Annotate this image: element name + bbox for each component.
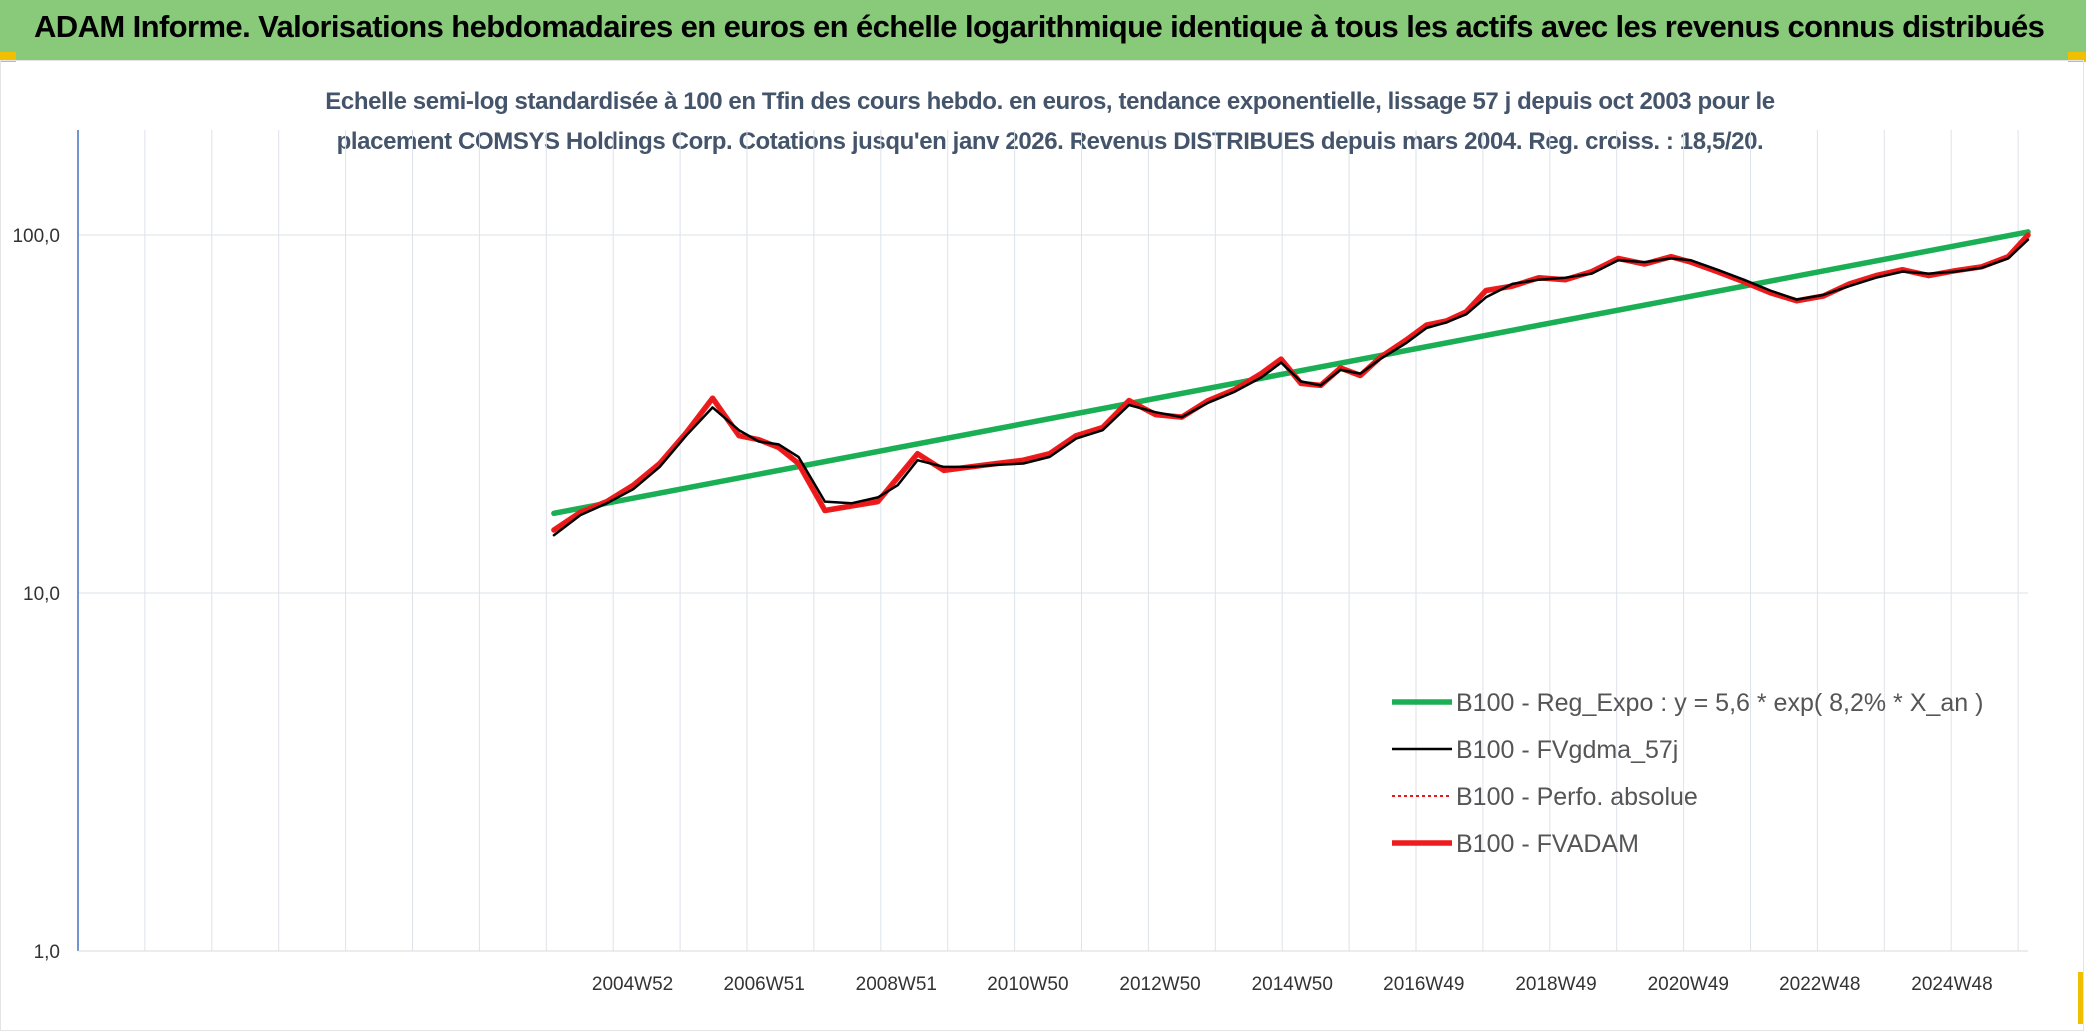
chart-title-line2: placement COMSYS Holdings Corp. Cotation… xyxy=(336,128,1764,155)
x-tick-label: 2008W51 xyxy=(856,974,937,995)
chart-title-line1: Echelle semi-log standardisée à 100 en T… xyxy=(325,88,1775,115)
axes-layer: 100,0 10,0 1,0 2004W52 2006W51 2008W51 2010W50… xyxy=(12,130,2028,995)
x-tick-label: 2024W48 xyxy=(1911,974,1992,995)
banner-title: ADAM Informe. Valorisations hebdomadaire… xyxy=(34,9,2045,44)
legend: B100 - Reg_Expo : y = 5,6 * exp( 8,2% * … xyxy=(1392,689,1983,858)
series-line-3 xyxy=(551,232,2031,533)
legend-label: B100 - FVADAM xyxy=(1456,830,1639,858)
y-tick-label: 10,0 xyxy=(23,584,60,605)
grid-layer xyxy=(78,130,2028,951)
x-tick-label: 2018W49 xyxy=(1515,974,1596,995)
x-tick-label: 2006W51 xyxy=(723,974,804,995)
legend-label: B100 - FVgdma_57j xyxy=(1456,736,1678,764)
x-tick-label: 2016W49 xyxy=(1383,974,1464,995)
series-layer xyxy=(551,229,2031,537)
x-tick-label: 2012W50 xyxy=(1119,974,1200,995)
x-tick-label: 2004W52 xyxy=(592,974,673,995)
chart-frame xyxy=(0,60,2084,1031)
x-tick-label: 2020W49 xyxy=(1648,974,1729,995)
series-line-1 xyxy=(552,238,2030,537)
x-tick-label: 2010W50 xyxy=(987,974,1068,995)
corner-marker-right xyxy=(2068,52,2086,62)
y-tick-label: 1,0 xyxy=(34,942,60,963)
y-tick-label: 100,0 xyxy=(12,226,60,247)
series-line-2 xyxy=(552,234,2029,531)
legend-label: B100 - Reg_Expo : y = 5,6 * exp( 8,2% * … xyxy=(1456,689,1983,717)
corner-marker-left xyxy=(0,52,16,62)
title-banner: ADAM Informe. Valorisations hebdomadaire… xyxy=(0,0,2086,60)
corner-marker-bottom-right xyxy=(2078,972,2084,1024)
x-tick-label: 2022W48 xyxy=(1779,974,1860,995)
x-tick-label: 2014W50 xyxy=(1252,974,1333,995)
legend-label: B100 - Perfo. absolue xyxy=(1456,783,1698,811)
